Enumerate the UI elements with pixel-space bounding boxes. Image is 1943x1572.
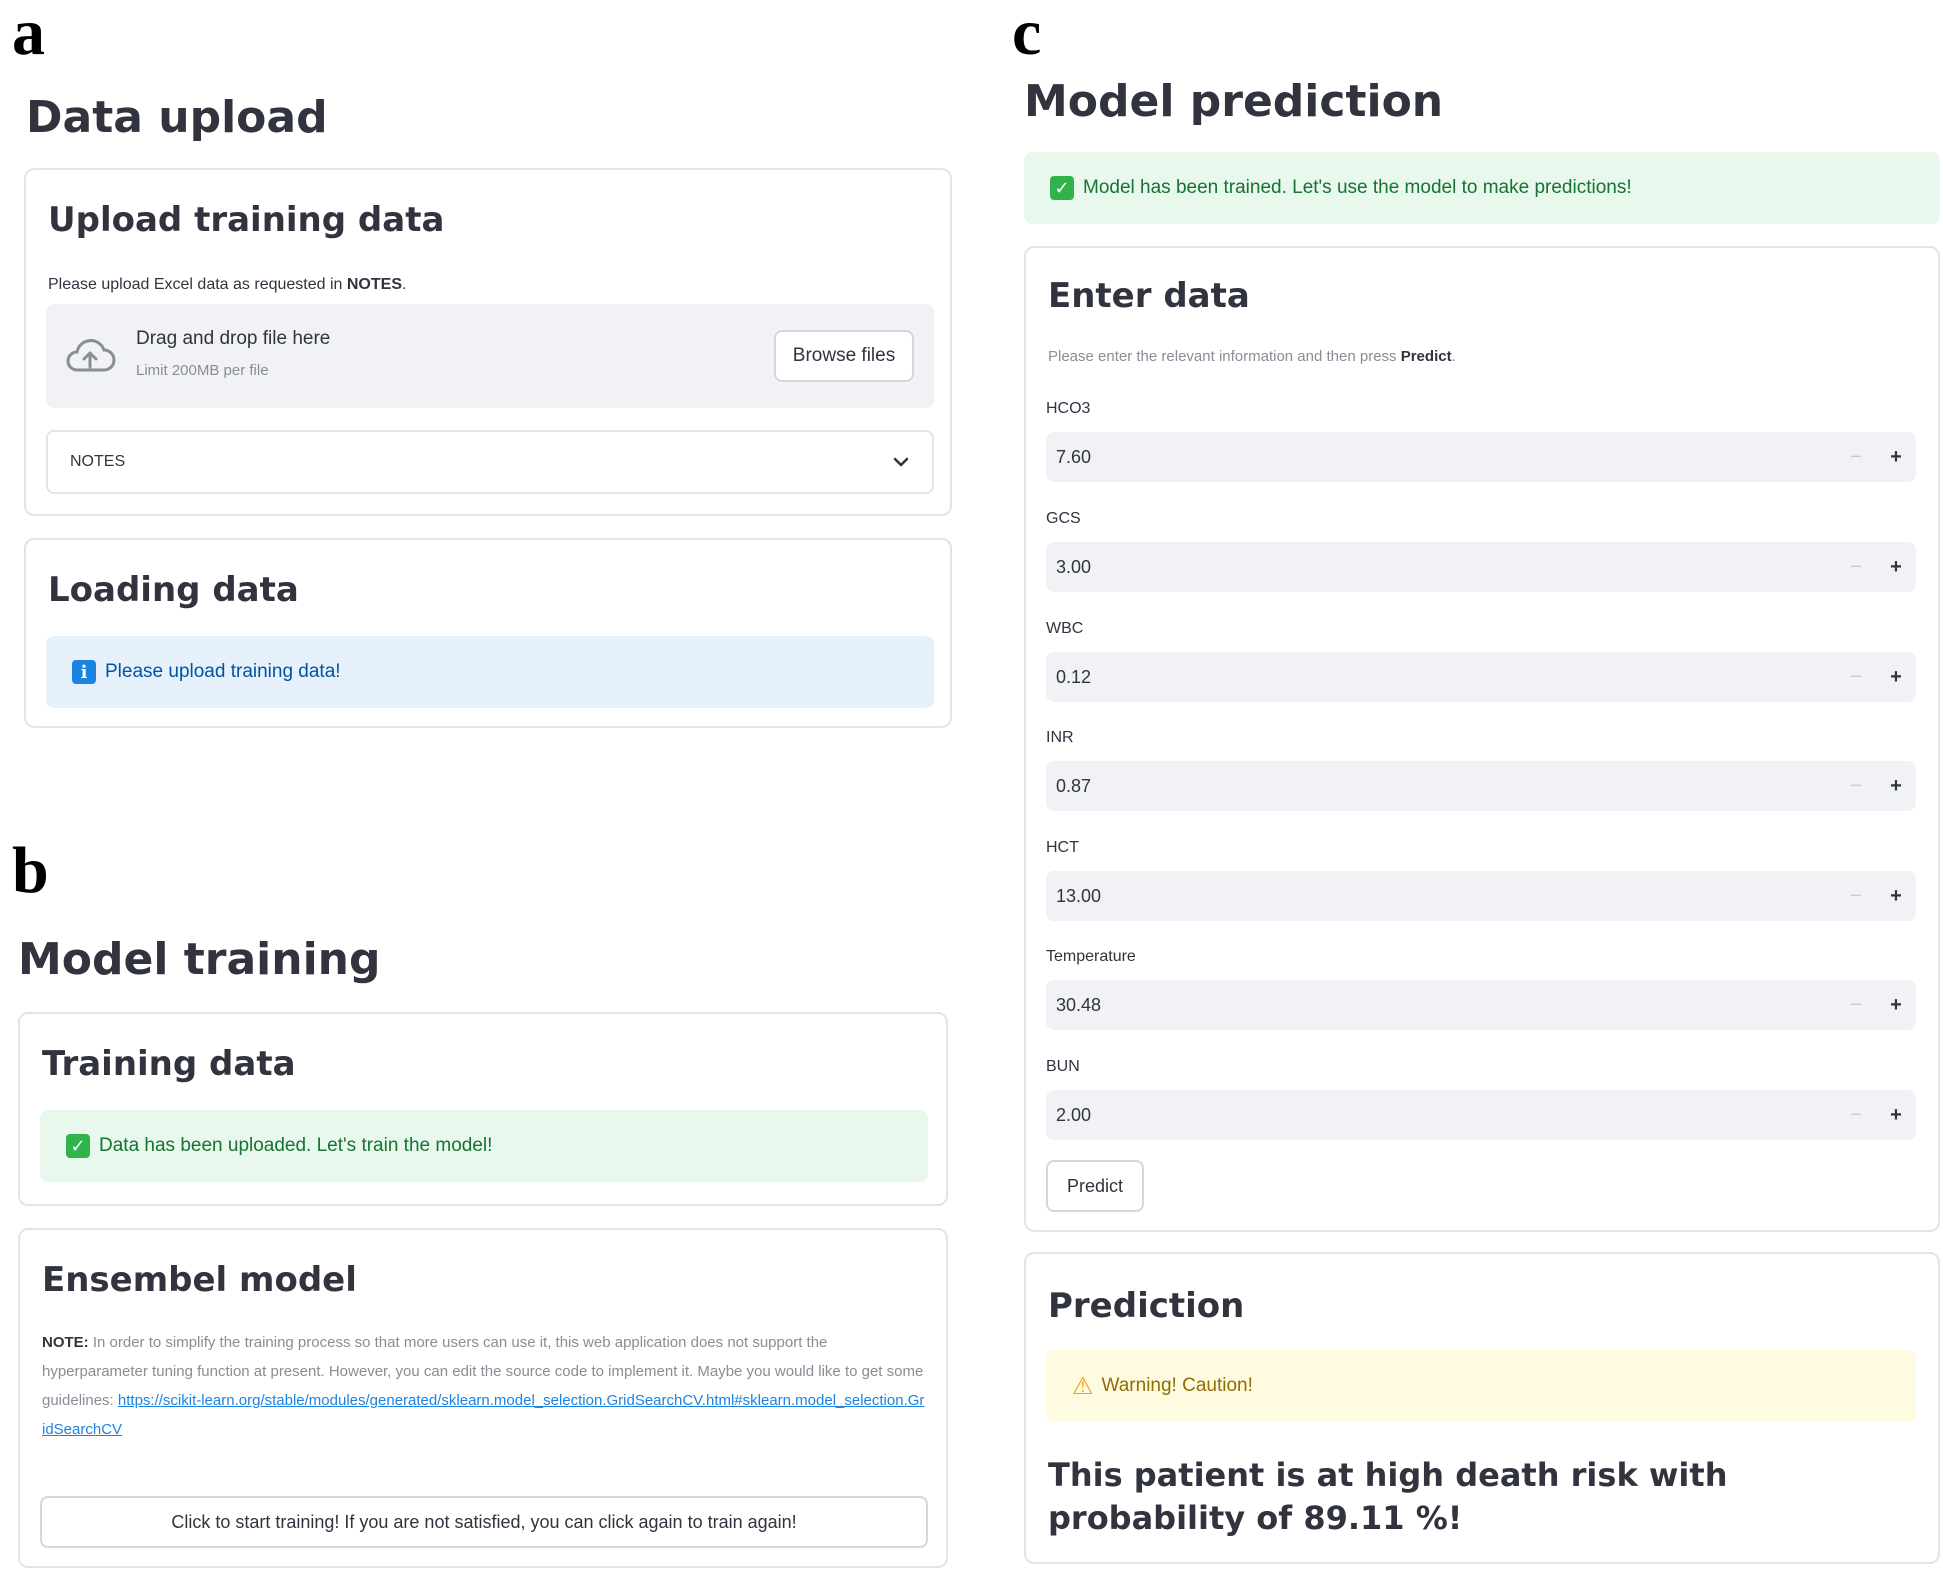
data-uploaded-alert: ✓ Data has been uploaded. Let's train th…	[40, 1110, 928, 1182]
number-input-hco3[interactable]: 7.60 − +	[1046, 432, 1916, 482]
decrement-button[interactable]: −	[1850, 884, 1862, 907]
field-label-gcs: GCS	[1046, 510, 1081, 527]
loading-data-card: Loading data i Please upload training da…	[24, 538, 952, 728]
enter-data-caption: Please enter the relevant information an…	[1048, 348, 1456, 365]
check-icon: ✓	[1050, 176, 1074, 200]
number-input-value[interactable]: 3.00	[1056, 556, 1092, 577]
info-alert-text: Please upload training data!	[105, 661, 341, 682]
cloud-upload-icon	[66, 339, 116, 372]
model-trained-alert: ✓ Model has been trained. Let's use the …	[1024, 152, 1940, 224]
increment-button[interactable]: +	[1890, 555, 1902, 578]
decrement-button[interactable]: −	[1850, 665, 1862, 688]
increment-button[interactable]: +	[1890, 1103, 1902, 1126]
field-label-hco3: HCO3	[1046, 400, 1091, 417]
number-input-value[interactable]: 0.87	[1056, 775, 1092, 796]
warning-alert: ⚠ Warning! Caution!	[1046, 1350, 1916, 1422]
number-input-temperature[interactable]: 30.48 − +	[1046, 980, 1916, 1030]
increment-button[interactable]: +	[1890, 445, 1902, 468]
gridsearchcv-link[interactable]: https://scikit-learn.org/stable/modules/…	[42, 1392, 925, 1438]
data-upload-title: Data upload	[26, 92, 328, 143]
check-icon: ✓	[66, 1134, 90, 1158]
panel-letter-a: a	[12, 0, 45, 69]
number-input-value[interactable]: 2.00	[1056, 1104, 1092, 1125]
number-input-value[interactable]: 30.48	[1056, 994, 1102, 1015]
decrement-button[interactable]: −	[1850, 774, 1862, 797]
number-input-value[interactable]: 7.60	[1056, 446, 1092, 467]
number-input-hct[interactable]: 13.00 − +	[1046, 871, 1916, 921]
predict-button[interactable]: Predict	[1046, 1160, 1144, 1212]
training-data-card: Training data ✓ Data has been uploaded. …	[18, 1012, 948, 1206]
decrement-button[interactable]: −	[1850, 1103, 1862, 1126]
field-label-wbc: WBC	[1046, 620, 1084, 637]
model-trained-text: Model has been trained. Let's use the mo…	[1083, 177, 1632, 198]
number-input-gcs[interactable]: 3.00 − +	[1046, 542, 1916, 592]
prediction-result-text: This patient is at high death risk with …	[1048, 1456, 1728, 1538]
increment-button[interactable]: +	[1890, 665, 1902, 688]
field-label-hct: HCT	[1046, 839, 1079, 856]
number-input-inr[interactable]: 0.87 − +	[1046, 761, 1916, 811]
training-data-heading: Training data	[42, 1044, 296, 1084]
notes-expander[interactable]: NOTES	[46, 430, 934, 494]
model-training-title: Model training	[18, 934, 381, 985]
number-input-value[interactable]: 0.12	[1056, 666, 1092, 687]
enter-data-heading: Enter data	[1048, 276, 1250, 316]
ensemble-model-heading: Ensembel model	[42, 1260, 357, 1300]
increment-button[interactable]: +	[1890, 774, 1902, 797]
info-icon: i	[72, 660, 96, 684]
dropzone-limit: Limit 200MB per file	[136, 362, 269, 379]
ensemble-model-card: Ensembel model NOTE: In order to simplif…	[18, 1228, 948, 1568]
panel-letter-c: c	[1012, 0, 1042, 69]
panel-letter-b: b	[12, 834, 49, 907]
warning-alert-text: Warning! Caution!	[1101, 1375, 1253, 1396]
increment-button[interactable]: +	[1890, 993, 1902, 1016]
upload-caption: Please upload Excel data as requested in…	[48, 276, 407, 293]
field-label-inr: INR	[1046, 729, 1074, 746]
prediction-heading: Prediction	[1048, 1286, 1245, 1326]
number-input-wbc[interactable]: 0.12 − +	[1046, 652, 1916, 702]
start-training-button[interactable]: Click to start training! If you are not …	[40, 1496, 928, 1548]
data-uploaded-text: Data has been uploaded. Let's train the …	[99, 1135, 493, 1156]
upload-training-heading: Upload training data	[48, 200, 445, 240]
field-label-bun: BUN	[1046, 1058, 1080, 1075]
prediction-card: Prediction ⚠ Warning! Caution! This pati…	[1024, 1252, 1940, 1564]
info-alert: i Please upload training data!	[46, 636, 934, 708]
enter-data-card: Enter data Please enter the relevant inf…	[1024, 246, 1940, 1232]
browse-files-button[interactable]: Browse files	[774, 330, 914, 382]
loading-data-heading: Loading data	[48, 570, 299, 610]
upload-training-card: Upload training data Please upload Excel…	[24, 168, 952, 516]
decrement-button[interactable]: −	[1850, 445, 1862, 468]
decrement-button[interactable]: −	[1850, 993, 1862, 1016]
chevron-down-icon	[893, 457, 909, 467]
decrement-button[interactable]: −	[1850, 555, 1862, 578]
file-dropzone[interactable]: Drag and drop file here Limit 200MB per …	[46, 304, 934, 408]
notes-expander-label: NOTES	[70, 453, 126, 470]
increment-button[interactable]: +	[1890, 884, 1902, 907]
dropzone-title: Drag and drop file here	[136, 328, 331, 349]
model-prediction-title: Model prediction	[1024, 76, 1444, 127]
number-input-value[interactable]: 13.00	[1056, 885, 1102, 906]
ensemble-note: NOTE: In order to simplify the training …	[42, 1334, 925, 1438]
field-label-temperature: Temperature	[1046, 948, 1136, 965]
warning-icon: ⚠	[1072, 1372, 1094, 1400]
number-input-bun[interactable]: 2.00 − +	[1046, 1090, 1916, 1140]
